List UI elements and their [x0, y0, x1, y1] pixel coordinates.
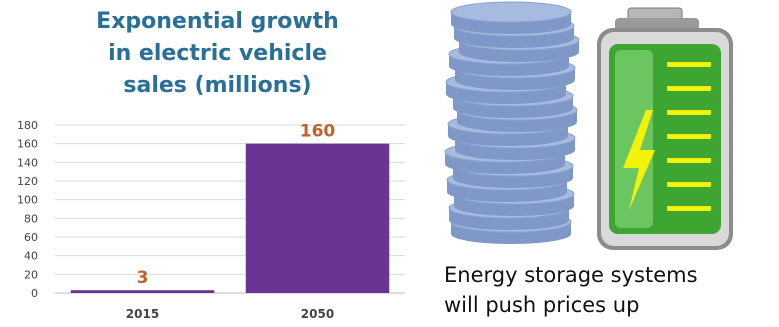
- caption-line-1: Energy storage systems: [444, 263, 698, 287]
- y-tick-label: 60: [24, 231, 38, 244]
- coin: [450, 1, 572, 34]
- y-tick-label: 0: [31, 287, 38, 300]
- battery-charge-bar: [667, 62, 711, 67]
- y-tick-label: 20: [24, 268, 38, 281]
- battery-charge-bar: [667, 182, 711, 187]
- chart-title-line-3: sales (millions): [123, 73, 312, 98]
- x-tick-label: 2050: [301, 307, 334, 321]
- energy-storage-illustration: [444, 1, 733, 250]
- battery-charge-bar: [667, 110, 711, 115]
- battery-charge-bar: [667, 86, 711, 91]
- lightning-bolt-icon: [623, 110, 655, 210]
- battery-charge-bar: [667, 134, 711, 139]
- y-tick-label: 120: [17, 175, 38, 188]
- chart-title: Exponential growth in electric vehicle s…: [40, 6, 395, 102]
- y-tick-label: 160: [17, 138, 38, 151]
- caption-line-2: will push prices up: [444, 293, 640, 317]
- data-label: 160: [300, 122, 336, 142]
- y-tick-label: 140: [17, 156, 38, 169]
- battery-charge-bar: [667, 158, 711, 163]
- y-tick-label: 40: [24, 250, 38, 263]
- ev-sales-bar-chart: 0 20 40 60 80 100 120 140 160 180 3 2015 160 2050: [17, 119, 405, 321]
- battery-charge-bar: [667, 206, 711, 211]
- x-tick-label: 2015: [126, 307, 159, 321]
- bar: [70, 290, 215, 293]
- y-tick-label: 80: [24, 212, 38, 225]
- chart-title-line-1: Exponential growth: [96, 9, 339, 34]
- y-tick-label: 180: [17, 119, 38, 132]
- chart-title-line-2: in electric vehicle: [108, 41, 327, 66]
- bar: [245, 143, 390, 293]
- caption: Energy storage systems will push prices …: [444, 260, 779, 320]
- battery-icon: [597, 7, 733, 250]
- data-label: 3: [137, 268, 149, 288]
- y-tick-label: 100: [17, 194, 38, 207]
- coin-stack-icon: [444, 1, 580, 244]
